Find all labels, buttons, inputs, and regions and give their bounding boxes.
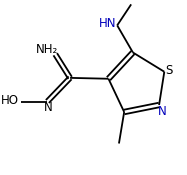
Text: HN: HN [99, 18, 116, 30]
Text: HO: HO [1, 94, 19, 107]
Text: S: S [165, 64, 173, 77]
Text: N: N [44, 101, 53, 114]
Text: NH₂: NH₂ [35, 43, 58, 56]
Text: N: N [158, 105, 167, 118]
